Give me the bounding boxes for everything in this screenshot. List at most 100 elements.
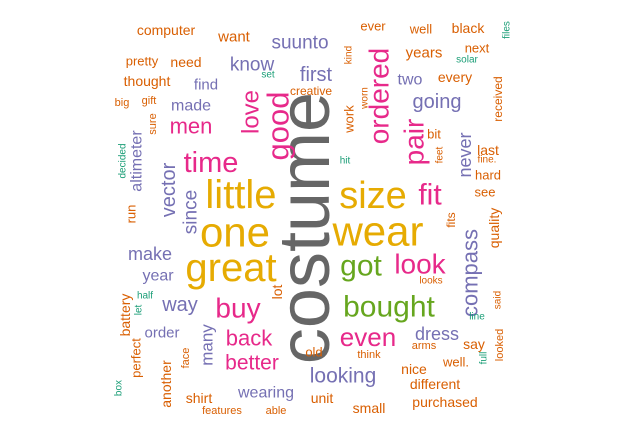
word-find-38: find [194, 77, 218, 94]
word-order-39: order [144, 325, 179, 342]
word-arms-77: arms [412, 340, 437, 352]
word-one-2: one [200, 209, 270, 256]
word-wearing-35: wearing [237, 385, 294, 402]
word-next-62: next [465, 41, 490, 56]
word-quality-43: quality [486, 208, 502, 248]
word-big-81: big [115, 97, 130, 109]
word-year-37: year [142, 268, 174, 285]
word-unit-49: unit [311, 390, 334, 406]
word-work-67: work [342, 105, 357, 134]
word-perfect-69: perfect [129, 338, 144, 378]
word-better-19: better [225, 352, 279, 375]
word-received-72: received [491, 76, 505, 121]
word-looks-87: looks [419, 276, 442, 287]
word-worn-85: worn [360, 87, 371, 110]
word-suunto-28: suunto [271, 33, 328, 54]
word-set-91: set [261, 70, 275, 81]
word-going-23: going [413, 91, 462, 113]
word-look-14: look [394, 249, 446, 280]
word-half-94: half [137, 291, 153, 302]
word-battery-50: battery [117, 294, 133, 337]
word-vector-25: vector [158, 162, 180, 217]
word-bought-7: bought [343, 291, 435, 324]
word-bit-65: bit [427, 127, 441, 142]
word-decided-92: decided [118, 143, 129, 178]
word-time-9: time [184, 147, 239, 179]
word-old-70: old [305, 345, 322, 360]
word-fine-83: fine. [478, 155, 497, 166]
word-well-61: well. [442, 355, 469, 370]
word-last-54: last [477, 142, 499, 158]
word-costume-0: costume [265, 92, 345, 364]
word-need-52: need [170, 54, 201, 70]
word-two-36: two [398, 72, 423, 89]
word-able-80: able [266, 405, 287, 417]
word-say-55: say [463, 336, 485, 352]
word-see-64: see [475, 185, 496, 200]
word-many-32: many [198, 324, 217, 366]
word-shirt-48: shirt [186, 390, 213, 406]
word-men-18: men [170, 114, 213, 139]
word-face-78: face [180, 348, 192, 369]
word-made-33: made [171, 98, 211, 115]
word-different-46: different [410, 376, 460, 392]
word-computer-58: computer [137, 22, 196, 38]
word-creative-71: creative [290, 84, 332, 98]
word-size-5: size [339, 175, 407, 217]
word-compass-20: compass [458, 229, 483, 317]
word-ordered-12: ordered [364, 48, 395, 145]
word-know-27: know [230, 55, 275, 76]
word-even-15: even [340, 322, 396, 352]
word-want-41: want [217, 29, 251, 46]
word-files-89: files [502, 21, 513, 39]
word-small-45: small [353, 400, 386, 416]
word-another-42: another [158, 360, 174, 408]
word-hard-66: hard [475, 168, 501, 183]
word-feet-84: feet [435, 146, 446, 163]
word-full-97: full [479, 352, 490, 365]
word-well-60: well [409, 22, 433, 37]
word-every-56: every [438, 69, 472, 85]
word-purchased-47: purchased [412, 394, 477, 410]
word-way-24: way [161, 294, 198, 316]
word-black-57: black [452, 20, 486, 36]
word-looked-75: looked [494, 329, 506, 361]
word-years-40: years [406, 45, 443, 62]
word-gift-82: gift [142, 95, 157, 107]
word-wear-1: wear [331, 208, 423, 255]
word-little-3: little [205, 173, 276, 217]
word-got-8: got [340, 250, 382, 283]
word-nice-44: nice [401, 361, 427, 377]
word-fit-10: fit [418, 179, 442, 212]
word-run-68: run [124, 205, 139, 224]
word-pair-11: pair [399, 119, 430, 166]
word-good-6: good [261, 92, 296, 161]
word-since-26: since [181, 190, 202, 234]
word-first-22: first [300, 64, 333, 86]
word-pretty-59: pretty [126, 54, 159, 69]
word-great-4: great [185, 246, 276, 290]
word-dress-31: dress [415, 324, 459, 344]
word-altimeter-34: altimeter [129, 130, 146, 192]
word-back-17: back [226, 326, 273, 351]
word-thought-51: thought [124, 73, 171, 89]
word-lot-53: lot [269, 285, 285, 300]
word-line-96: line [469, 312, 485, 323]
word-features-79: features [202, 405, 242, 417]
word-think-76: think [357, 349, 381, 361]
word-solar-90: solar [456, 55, 478, 66]
word-fits-73: fits [444, 212, 458, 227]
word-buy-13: buy [215, 293, 260, 324]
word-ever-63: ever [360, 19, 386, 34]
word-said-88: said [493, 291, 504, 309]
word-hit-93: hit [340, 156, 351, 167]
word-box-98: box [114, 380, 125, 396]
word-kind-86: kind [344, 46, 355, 64]
word-never-29: never [455, 132, 475, 177]
word-let-95: let [134, 304, 145, 315]
word-sure-74: sure [147, 113, 159, 134]
word-looking-21: looking [310, 365, 377, 388]
word-love-16: love [238, 90, 265, 134]
